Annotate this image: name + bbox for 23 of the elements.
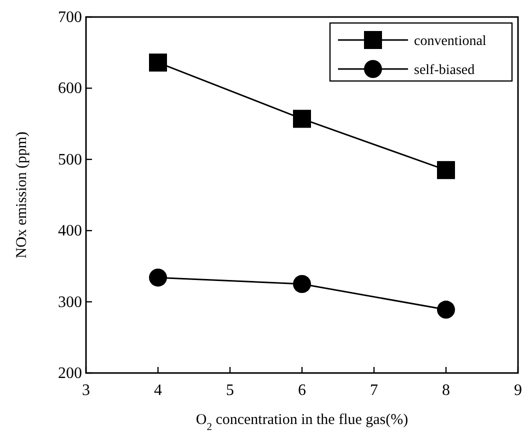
point [293, 110, 311, 128]
x-tick-label: 3 [82, 382, 90, 399]
point [437, 161, 455, 180]
point [293, 275, 311, 293]
legend-label: self-biased [414, 63, 475, 78]
y-tick-label: 600 [58, 80, 82, 98]
y-tick-label: 500 [58, 151, 82, 168]
x-tick-label: 8 [442, 382, 450, 399]
legend-label: conventional [414, 34, 486, 49]
point [437, 300, 455, 319]
x-tick-label: 9 [514, 382, 522, 399]
y-tick-label: 700 [58, 9, 82, 26]
point [149, 268, 167, 287]
y-tick-label: 400 [58, 222, 82, 240]
y-tick-label: 200 [58, 365, 82, 382]
x-axis-title: O$_{2}$ concentration in the flue gas(%) [196, 412, 408, 432]
point [149, 54, 167, 72]
x-tick-label: 6 [298, 382, 306, 399]
y-tick-label: 300 [58, 294, 82, 311]
x-tick-label: 7 [370, 382, 378, 399]
x-tick-label: 5 [226, 382, 234, 399]
x-tick-label: 4 [154, 382, 162, 399]
y-axis-title: NOx emission (ppm) [14, 132, 30, 258]
